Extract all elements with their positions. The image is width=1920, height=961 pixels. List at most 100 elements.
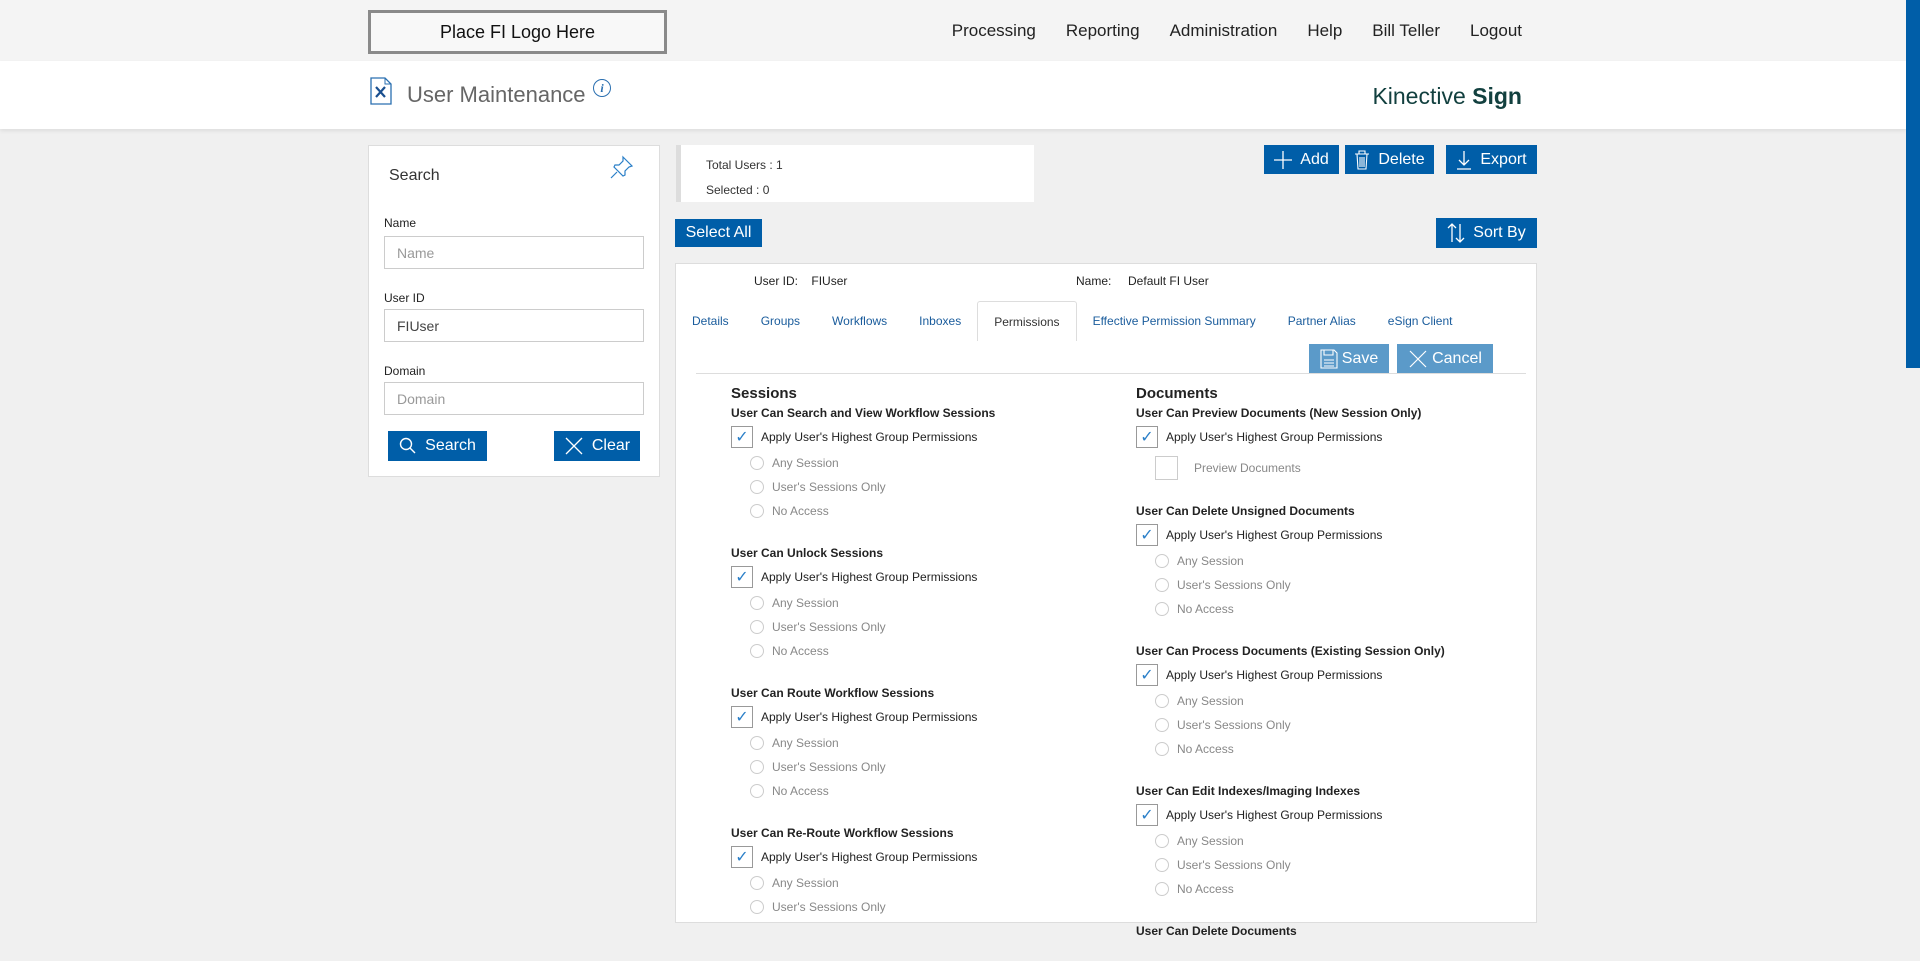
- clear-button[interactable]: Clear: [554, 431, 640, 461]
- radio-circle[interactable]: [750, 736, 764, 750]
- radio-any-session[interactable]: Any Session: [731, 451, 1111, 475]
- nav-user-menu[interactable]: Bill Teller: [1372, 21, 1440, 40]
- radio-no-access[interactable]: No Access: [731, 639, 1111, 663]
- radio-user-s-sessions-only[interactable]: User's Sessions Only: [1136, 853, 1516, 877]
- trash-icon: [1355, 149, 1370, 170]
- apply-group-permissions-checkbox[interactable]: ✓ Apply User's Highest Group Permissions: [1136, 521, 1516, 549]
- add-button[interactable]: Add: [1264, 145, 1339, 174]
- permission-group-user-can-re-route-workflow-sessions: User Can Re-Route Workflow Sessions ✓ Appl…: [731, 826, 1111, 919]
- tab-permissions[interactable]: Permissions: [977, 301, 1077, 341]
- cancel-button[interactable]: Cancel: [1397, 344, 1493, 373]
- tab-details[interactable]: Details: [692, 314, 729, 328]
- apply-group-permissions-checkbox[interactable]: ✓ Apply User's Highest Group Permissions: [1136, 423, 1516, 451]
- checkbox[interactable]: ✓: [1136, 664, 1158, 686]
- radio-circle[interactable]: [1155, 694, 1169, 708]
- radio-no-access[interactable]: No Access: [1136, 737, 1516, 761]
- radio-circle[interactable]: [1155, 578, 1169, 592]
- tab-effective-permission-summary[interactable]: Effective Permission Summary: [1092, 314, 1256, 328]
- radio-circle[interactable]: [750, 760, 764, 774]
- checkbox[interactable]: ✓: [1136, 804, 1158, 826]
- radio-circle[interactable]: [750, 456, 764, 470]
- search-button[interactable]: Search: [388, 431, 487, 461]
- apply-group-permissions-checkbox[interactable]: ✓ Apply User's Highest Group Permissions: [1136, 801, 1516, 829]
- permission-title: User Can Delete Unsigned Documents: [1136, 504, 1355, 518]
- nav-processing[interactable]: Processing: [951, 21, 1036, 40]
- radio-circle[interactable]: [1155, 742, 1169, 756]
- export-button[interactable]: Export: [1446, 145, 1537, 174]
- radio-no-access[interactable]: No Access: [1136, 597, 1516, 621]
- radio-user-s-sessions-only[interactable]: User's Sessions Only: [731, 755, 1111, 779]
- delete-button[interactable]: Delete: [1345, 145, 1434, 174]
- nav-reporting[interactable]: Reporting: [1065, 21, 1140, 40]
- apply-group-permissions-checkbox[interactable]: ✓ Apply User's Highest Group Permissions: [731, 843, 1111, 871]
- radio-circle[interactable]: [750, 480, 764, 494]
- checkbox[interactable]: ✓: [1136, 524, 1158, 546]
- brand-bold: Sign: [1472, 83, 1522, 109]
- user-name-label: Name:: [1076, 274, 1112, 288]
- info-icon[interactable]: i: [593, 79, 611, 97]
- name-input[interactable]: [384, 236, 644, 269]
- radio-circle[interactable]: [750, 876, 764, 890]
- apply-group-permissions-checkbox[interactable]: ✓ Apply User's Highest Group Permissions: [731, 563, 1111, 591]
- user-id-value: FIUser: [811, 274, 848, 288]
- radio-user-s-sessions-only[interactable]: User's Sessions Only: [731, 475, 1111, 499]
- radio-circle[interactable]: [1155, 882, 1169, 896]
- close-icon: [565, 437, 583, 455]
- checkbox[interactable]: ✓: [1136, 426, 1158, 448]
- add-label: Add: [1300, 150, 1329, 168]
- save-button[interactable]: Save: [1309, 344, 1389, 373]
- tab-workflows[interactable]: Workflows: [832, 314, 888, 328]
- apply-group-permissions-checkbox[interactable]: ✓ Apply User's Highest Group Permissions: [1136, 661, 1516, 689]
- radio-circle[interactable]: [750, 644, 764, 658]
- radio-circle[interactable]: [750, 596, 764, 610]
- radio-label: No Access: [772, 784, 829, 798]
- radio-circle[interactable]: [750, 620, 764, 634]
- checkbox[interactable]: ✓: [731, 426, 753, 448]
- radio-any-session[interactable]: Any Session: [1136, 689, 1516, 713]
- radio-no-access[interactable]: No Access: [731, 779, 1111, 803]
- tab-esign-client[interactable]: eSign Client: [1387, 314, 1453, 328]
- preview-documents-checkbox[interactable]: Preview Documents: [1136, 455, 1516, 481]
- radio-any-session[interactable]: Any Session: [1136, 829, 1516, 853]
- nav-logout[interactable]: Logout: [1470, 21, 1522, 40]
- radio-any-session[interactable]: Any Session: [1136, 549, 1516, 573]
- user-id-label: User ID:: [754, 274, 799, 288]
- tab-groups[interactable]: Groups: [760, 314, 801, 328]
- radio-circle[interactable]: [1155, 858, 1169, 872]
- select-all-button[interactable]: Select All: [675, 219, 762, 247]
- checkbox[interactable]: ✓: [731, 566, 753, 588]
- radio-circle[interactable]: [1155, 602, 1169, 616]
- tab-partner-alias[interactable]: Partner Alias: [1287, 314, 1356, 328]
- tab-inboxes[interactable]: Inboxes: [919, 314, 962, 328]
- radio-any-session[interactable]: Any Session: [731, 591, 1111, 615]
- checkbox[interactable]: ✓: [731, 846, 753, 868]
- radio-circle[interactable]: [1155, 554, 1169, 568]
- radio-circle[interactable]: [750, 900, 764, 914]
- radio-no-access[interactable]: No Access: [1136, 877, 1516, 901]
- radio-user-s-sessions-only[interactable]: User's Sessions Only: [731, 895, 1111, 919]
- checkbox[interactable]: ✓: [731, 706, 753, 728]
- radio-circle[interactable]: [1155, 834, 1169, 848]
- radio-any-session[interactable]: Any Session: [731, 731, 1111, 755]
- permission-group-user-can-route-workflow-sessions: User Can Route Workflow Sessions ✓ Apply U…: [731, 686, 1111, 803]
- nav-help[interactable]: Help: [1307, 21, 1343, 40]
- radio-no-access[interactable]: No Access: [731, 499, 1111, 523]
- radio-circle[interactable]: [750, 784, 764, 798]
- radio-any-session[interactable]: Any Session: [731, 871, 1111, 895]
- scrollbar[interactable]: [1906, 0, 1920, 368]
- radio-user-s-sessions-only[interactable]: User's Sessions Only: [1136, 573, 1516, 597]
- pin-icon[interactable]: [609, 154, 635, 180]
- radio-circle[interactable]: [1155, 718, 1169, 732]
- userid-input[interactable]: [384, 309, 644, 342]
- radio-user-s-sessions-only[interactable]: User's Sessions Only: [1136, 713, 1516, 737]
- checkbox[interactable]: [1155, 456, 1178, 480]
- sort-by-button[interactable]: Sort By: [1436, 218, 1537, 248]
- checkbox-label: Preview Documents: [1194, 461, 1301, 475]
- apply-group-permissions-checkbox[interactable]: ✓ Apply User's Highest Group Permissions: [731, 703, 1111, 731]
- domain-input[interactable]: [384, 382, 644, 415]
- nav-administration[interactable]: Administration: [1169, 21, 1278, 40]
- apply-group-permissions-checkbox[interactable]: ✓ Apply User's Highest Group Permissions: [731, 423, 1111, 451]
- radio-circle[interactable]: [750, 504, 764, 518]
- radio-user-s-sessions-only[interactable]: User's Sessions Only: [731, 615, 1111, 639]
- radio-label: Any Session: [772, 736, 839, 750]
